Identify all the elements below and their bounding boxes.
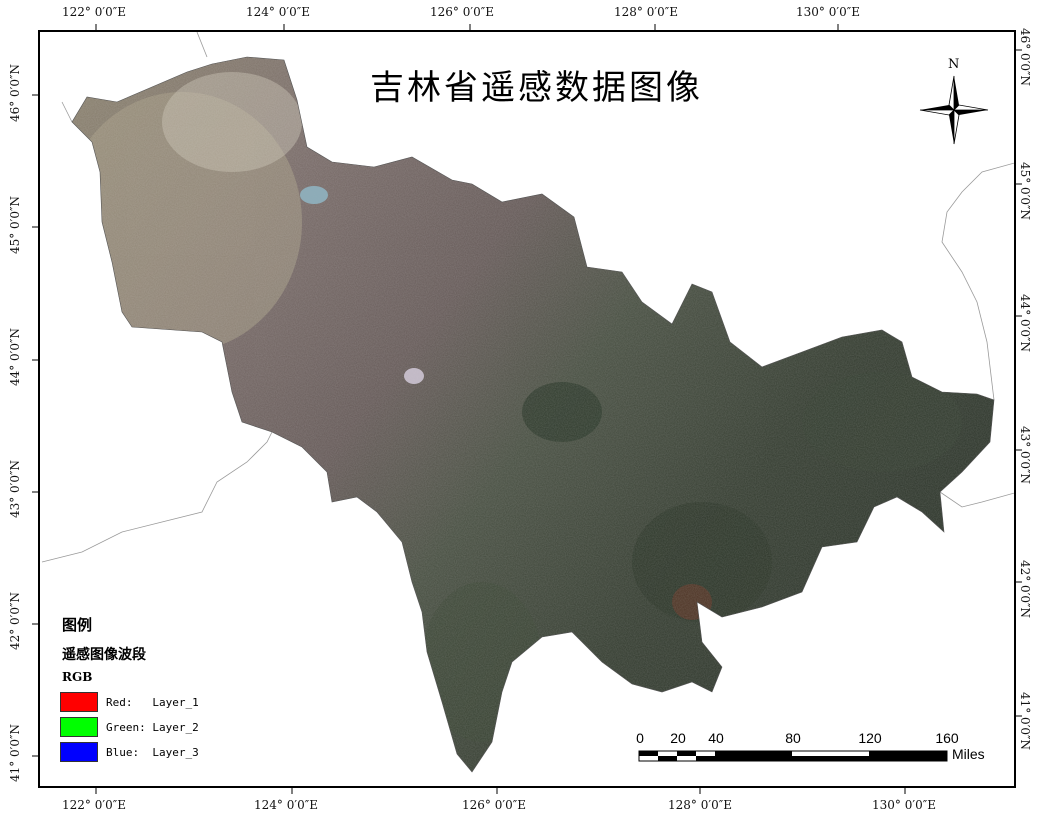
legend-label-red: Red: Layer_1 (106, 695, 199, 709)
top-lon-label-3: 126° 0′0″E (430, 5, 494, 19)
bottom-lon-label-3: 126° 0′0″E (462, 798, 526, 812)
satellite-map (41, 32, 1014, 773)
left-lat-label-5: 42° 0′0″N (8, 591, 23, 651)
legend-swatch-green (60, 717, 98, 737)
legend-rgb-label: RGB (62, 670, 93, 684)
legend-label-blue: Blue: Layer_3 (106, 745, 199, 759)
legend-item-blue: Blue: Layer_3 (60, 742, 199, 762)
top-lon-label-1: 122° 0′0″E (62, 5, 126, 19)
scale-bar (638, 750, 948, 762)
legend-title: 图例 (62, 616, 93, 634)
right-lat-label-3: 44° 0′0″N (1018, 293, 1033, 353)
right-lat-label-5: 42° 0′0″N (1018, 559, 1033, 619)
right-lat-label-6: 41° 0′0″N (1018, 691, 1033, 751)
left-lat-label-3: 44° 0′0″N (8, 327, 23, 387)
top-lon-label-5: 130° 0′0″E (796, 5, 860, 19)
north-label: N (948, 57, 960, 72)
scale-tick-40: 40 (708, 730, 724, 746)
left-lat-label-1: 46° 0′0″N (8, 63, 23, 123)
scale-tick-120: 120 (858, 730, 882, 746)
map-title: 吉林省遥感数据图像 (370, 68, 703, 108)
left-lat-label-4: 43° 0′0″N (8, 459, 23, 519)
legend-item-red: Red: Layer_1 (60, 692, 199, 712)
legend-item-green: Green: Layer_2 (60, 717, 199, 737)
legend-swatch-blue (60, 742, 98, 762)
bottom-lon-label-1: 122° 0′0″E (62, 798, 126, 812)
legend-label-green: Green: Layer_2 (106, 720, 199, 734)
right-lat-label-1: 46° 0′0″N (1018, 27, 1033, 87)
legend-swatch-red (60, 692, 98, 712)
scale-tick-160: 160 (935, 730, 959, 746)
top-lon-label-4: 128° 0′0″E (614, 5, 678, 19)
north-arrow-icon (919, 75, 989, 145)
scale-tick-20: 20 (670, 730, 686, 746)
scale-tick-80: 80 (785, 730, 801, 746)
left-lat-label-6: 41° 0′0″N (8, 723, 23, 783)
map-frame (38, 30, 1016, 788)
bottom-lon-label-4: 128° 0′0″E (668, 798, 732, 812)
right-lat-label-4: 43° 0′0″N (1018, 425, 1033, 485)
legend-subtitle: 遥感图像波段 (62, 647, 146, 663)
bottom-lon-label-5: 130° 0′0″E (872, 798, 936, 812)
scale-tick-0: 0 (636, 730, 644, 746)
bottom-lon-label-2: 124° 0′0″E (254, 798, 318, 812)
left-lat-label-2: 45° 0′0″N (8, 195, 23, 255)
scale-unit: Miles (952, 746, 985, 762)
top-lon-label-2: 124° 0′0″E (246, 5, 310, 19)
right-lat-label-2: 45° 0′0″N (1018, 161, 1033, 221)
